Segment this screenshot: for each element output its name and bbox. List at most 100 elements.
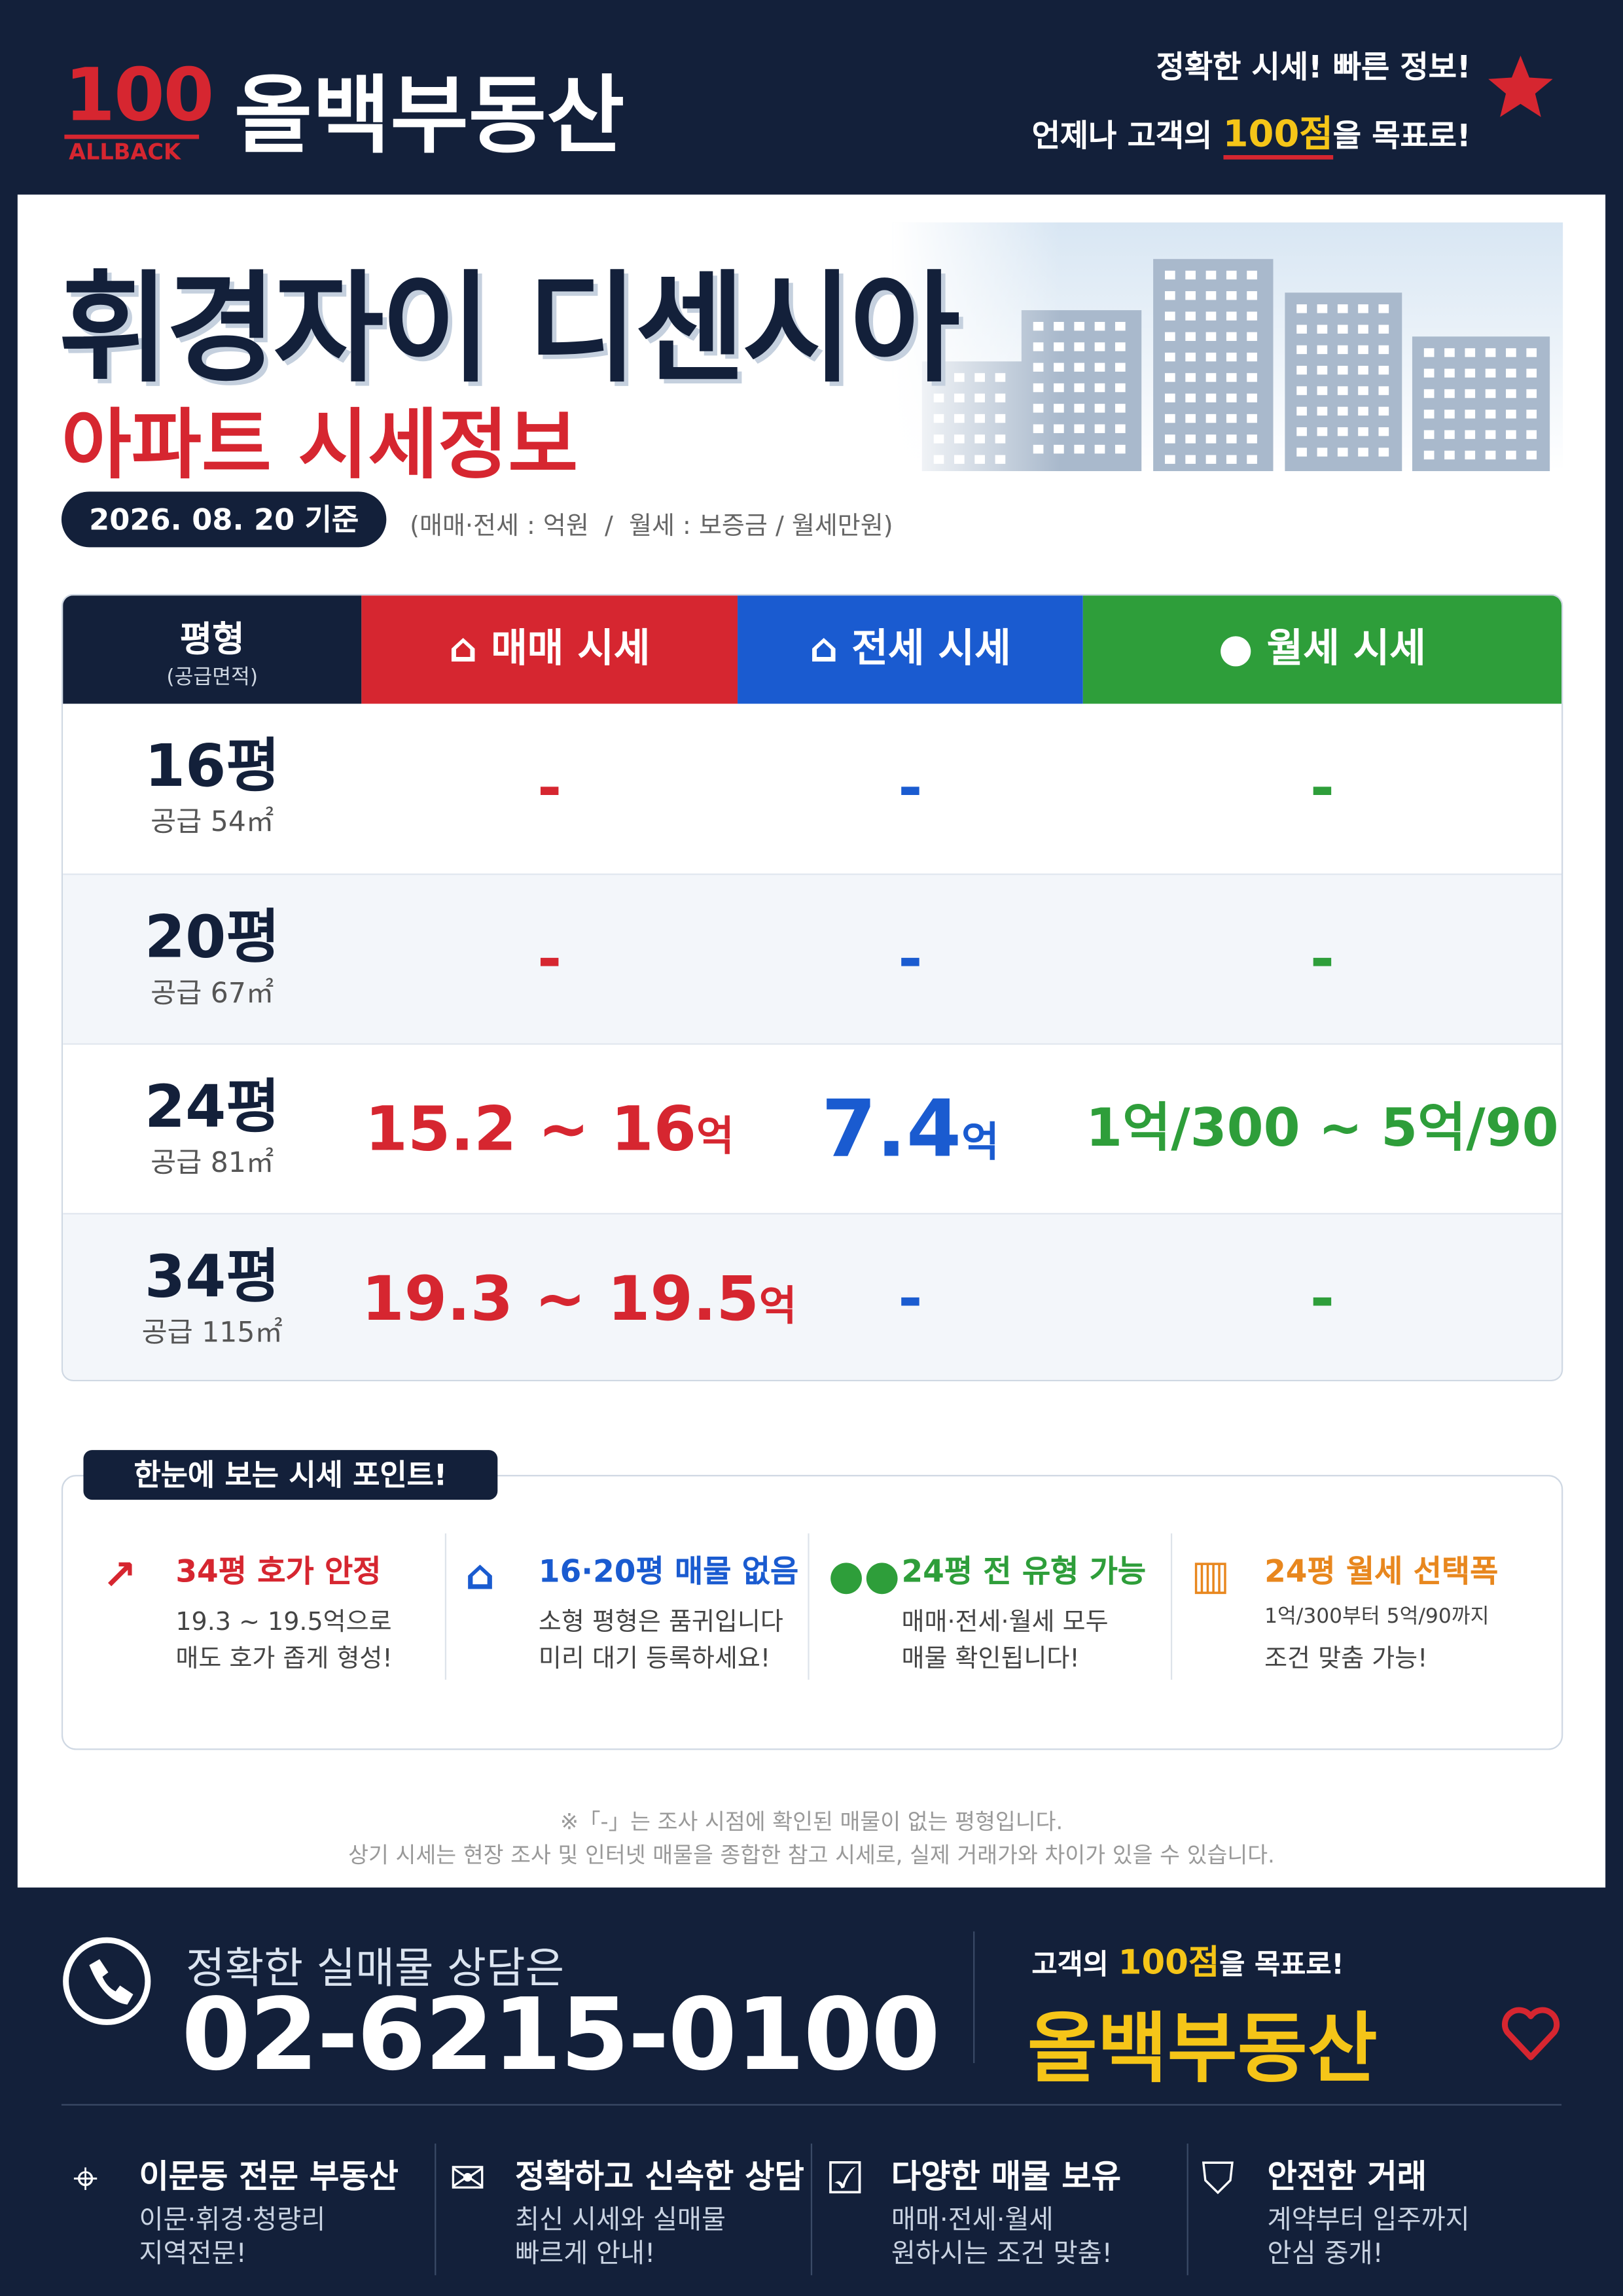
unit-note: (매매·전세 : 억원 / 월세 : 보증금 / 월세만원) (410, 512, 893, 542)
note: 상기 시세는 현장 조사 및 인터넷 매물을 종합한 참고 시세로, 실제 거래… (348, 1842, 1275, 1869)
jeonse-value: - (898, 1265, 923, 1333)
monthly-value: 1억/300 ~ 5억/90 (1086, 1099, 1559, 1159)
sale-cell: 15.2 ~ 16억 (361, 1045, 738, 1214)
header-size: 평형 (공급면적) (63, 595, 362, 704)
jeonse-cell: - (738, 704, 1083, 874)
feature-title: 다양한 매물 보유 (891, 2159, 1121, 2197)
point-divider (1170, 1533, 1173, 1680)
jeonse-value: - (898, 754, 923, 822)
monthly-cell: - (1083, 1214, 1561, 1380)
logo-number: 100 (64, 52, 214, 138)
house-icon: ⌂ (448, 626, 491, 672)
notes: ※「-」는 조사 시점에 확인된 매물이 없는 평형입니다. 상기 시세는 현장 … (18, 1805, 1605, 1873)
feature-icon: ✉ (449, 2153, 486, 2205)
size-cell: 34평 공급 115㎡ (63, 1214, 361, 1380)
point-line: 미리 대기 등록하세요! (538, 1644, 771, 1674)
point-icon: ●● (828, 1551, 900, 1600)
feature-title: 정확하고 신속한 상담 (515, 2159, 804, 2197)
title: 휘경자이 디센시아 (58, 260, 960, 400)
point-divider (808, 1533, 810, 1680)
coin-icon: ● (1218, 626, 1267, 672)
table-row: 34평 공급 115㎡ 19.3 ~ 19.5억 - - (63, 1212, 1562, 1380)
monthly-value: - (1310, 754, 1334, 822)
tagline-text: 을 목표로! (1219, 1949, 1344, 1981)
table-row: 16평 공급 54㎡ - - - (63, 703, 1562, 874)
brand: 올백부동산 (234, 65, 625, 166)
feature-line: 지역전문! (139, 2238, 247, 2270)
header-jeonse: ⌂ 전세 시세 (738, 595, 1083, 704)
star-icon (1488, 55, 1553, 117)
feature-icon: ⌖ (73, 2153, 98, 2205)
point-icon: ↗ (102, 1551, 137, 1600)
feature-divider (810, 2144, 813, 2276)
point-line: 매매·전세·월세 모두 (901, 1608, 1109, 1638)
feature-icon: ⛉ (1201, 2153, 1235, 2205)
feature-title: 이문동 전문 부동산 (139, 2159, 399, 2197)
supply-label: 공급 54㎡ (151, 806, 274, 839)
note: ※「-」는 조사 시점에 확인된 매물이 없는 평형입니다. (560, 1808, 1063, 1835)
point-line: 소형 평형은 품귀입니다 (538, 1608, 783, 1638)
date-pill: 2026. 08. 20 기준 (61, 491, 387, 548)
header-sub: (공급면적) (166, 665, 259, 690)
tagline-text: 고객의 (1031, 1949, 1118, 1981)
sale-unit: 억 (696, 1112, 734, 1161)
sale-value: 19.3 ~ 19.5 (361, 1262, 759, 1335)
sale-unit: 억 (758, 1281, 797, 1330)
jeonse-cell: - (738, 1214, 1083, 1380)
subtitle: 아파트 시세정보 (61, 402, 579, 491)
feature-divider (1186, 2144, 1188, 2276)
monthly-cell: - (1083, 704, 1561, 874)
slogan-text: 언제나 고객의 (1031, 118, 1223, 154)
point-line: 조건 맞춤 가능! (1264, 1644, 1428, 1674)
phone-number: 02-6215-0100 (181, 1978, 940, 2094)
heart-icon (1502, 2007, 1560, 2060)
point-title: 16·20평 매물 없음 (538, 1553, 799, 1589)
sale-value: - (537, 754, 562, 822)
logo-sub: ALLBACK (69, 139, 181, 166)
supply-label: 공급 81㎡ (151, 1147, 274, 1180)
monthly-value: - (1310, 926, 1334, 994)
size-label: 20평 (144, 904, 280, 972)
jeonse-unit: 억 (961, 1118, 999, 1167)
feature-icon: ☑ (825, 2153, 865, 2205)
phone-icon (63, 1937, 151, 2025)
size-label: 34평 (144, 1243, 280, 1311)
point-icon: ⌂ (465, 1551, 495, 1600)
footer-brand: 올백부동산 (1027, 2005, 1378, 2094)
header-sale: ⌂ 매매 시세 (361, 595, 738, 704)
slogan-1: 정확한 시세! 빠른 정보! (1156, 50, 1471, 85)
feature-title: 안전한 거래 (1267, 2159, 1427, 2197)
size-label: 24평 (144, 1074, 280, 1142)
sale-value: - (537, 926, 562, 994)
jeonse-value: - (898, 926, 923, 994)
slogan-text: 을 목표로! (1332, 118, 1471, 154)
feature-line: 계약부터 입주까지 (1267, 2204, 1470, 2236)
points-badge: 한눈에 보는 시세 포인트! (83, 1450, 498, 1500)
table-row: 24평 공급 81㎡ 15.2 ~ 16억 7.4억 1억/300 ~ 5억/90 (63, 1043, 1562, 1215)
sale-cell: - (361, 875, 738, 1044)
feature-line: 안심 중개! (1267, 2238, 1383, 2270)
jeonse-cell: 7.4억 (738, 1045, 1083, 1214)
sale-value: 15.2 ~ 16 (365, 1093, 697, 1165)
tagline: 고객의 100점을 목표로! (1032, 1934, 1344, 1984)
monthly-cell: - (1083, 875, 1561, 1044)
tagline-highlight: 100점 (1118, 1944, 1220, 1983)
logo-rule (64, 134, 200, 139)
sale-cell: 19.3 ~ 19.5억 (361, 1214, 796, 1380)
points-box (61, 1475, 1563, 1750)
point-title: 24평 월세 선택폭 (1264, 1553, 1499, 1589)
feature-line: 매매·전세·월세 (891, 2204, 1054, 2236)
size-cell: 16평 공급 54㎡ (63, 704, 361, 874)
price-table: 평형 (공급면적) ⌂ 매매 시세 ⌂ 전세 시세 ● 월세 시세 16평 공급 5… (61, 593, 1563, 1381)
point-title: 24평 전 유형 가능 (901, 1553, 1147, 1589)
feature-line: 이문·휘경·청량리 (139, 2204, 326, 2236)
supply-label: 공급 67㎡ (151, 977, 274, 1010)
slogan-2: 언제나 고객의 100점을 목표로! (1031, 105, 1471, 160)
point-line: 1억/300부터 5억/90까지 (1264, 1605, 1489, 1629)
